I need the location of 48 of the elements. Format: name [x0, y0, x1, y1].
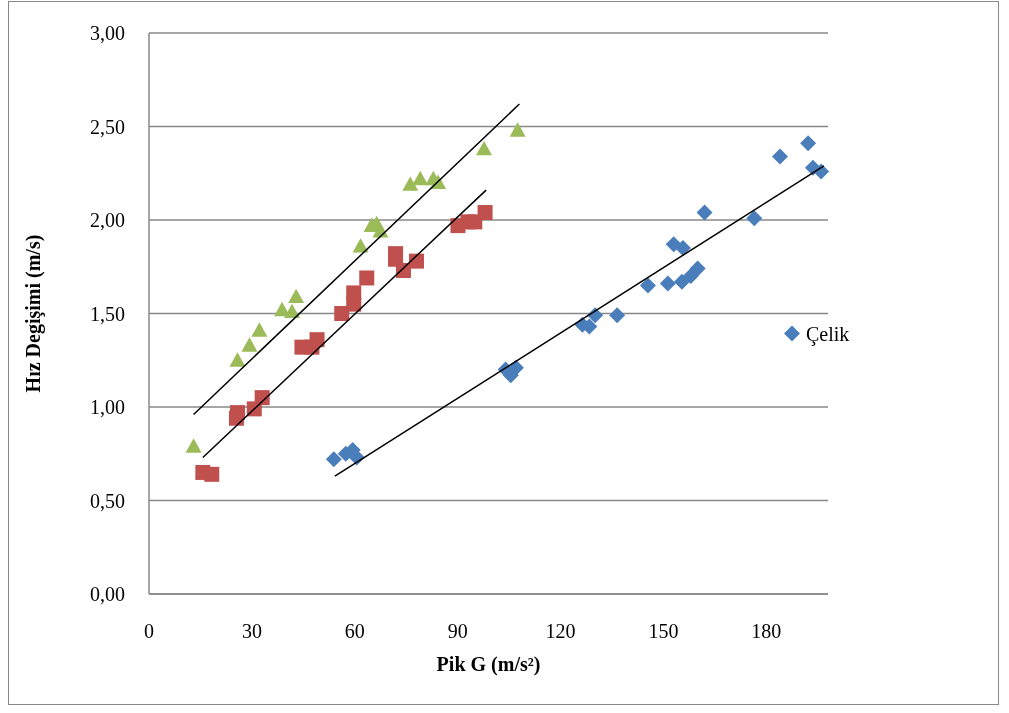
point [352, 238, 369, 253]
legend-label: Çelik [806, 322, 850, 346]
point [509, 122, 526, 137]
point [639, 277, 656, 294]
point [402, 176, 419, 191]
y-tick-label: 0,00 [90, 583, 125, 605]
x-axis-title: Pik G (m/s²) [436, 653, 541, 676]
point [696, 204, 713, 221]
point [746, 210, 763, 227]
y-tick-label: 1,00 [90, 396, 125, 418]
x-tick-label: 60 [344, 620, 365, 642]
point [309, 332, 325, 348]
point [689, 260, 706, 277]
x-tick-label: 120 [545, 620, 576, 642]
point [185, 438, 202, 453]
point [771, 148, 788, 165]
x-tick-label: 30 [241, 620, 262, 642]
point [673, 273, 690, 290]
point [682, 268, 699, 285]
point [229, 405, 245, 421]
x-tick-label: 180 [751, 620, 782, 642]
y-tick-label: 1,50 [90, 302, 125, 325]
point [204, 466, 220, 482]
point [674, 240, 691, 257]
x-tick-label: 150 [648, 620, 679, 642]
point [659, 275, 676, 292]
y-tick-label: 3,00 [90, 22, 125, 44]
y-tick-label: 2,00 [90, 209, 125, 231]
point [408, 253, 424, 269]
point [241, 337, 258, 352]
point [359, 270, 375, 286]
point [325, 451, 342, 468]
y-axis-title: Hız Degişimi (m/s) [22, 234, 45, 393]
point [476, 140, 493, 156]
point [251, 322, 268, 337]
point [412, 170, 429, 186]
y-tick-label: 0,50 [90, 489, 125, 512]
point [800, 135, 817, 152]
point [288, 288, 305, 304]
point [346, 285, 362, 301]
x-tick-label: 0 [144, 620, 154, 642]
y-tick-label: 2,50 [90, 115, 125, 138]
point [229, 352, 246, 367]
point [477, 205, 493, 221]
point [609, 307, 626, 324]
x-tick-label: 90 [447, 620, 468, 642]
point [284, 303, 300, 319]
point [334, 306, 350, 321]
